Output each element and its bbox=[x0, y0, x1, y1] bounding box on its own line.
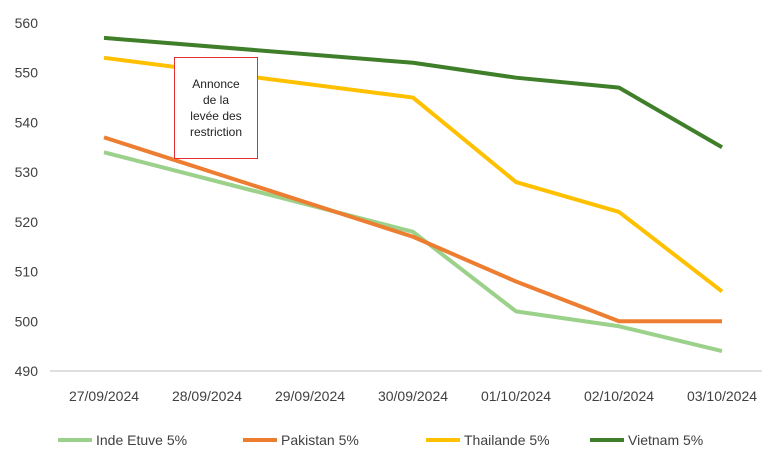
y-tick-label: 510 bbox=[15, 264, 39, 280]
series-line-pakistan-5 bbox=[103, 135, 722, 324]
legend-label: Inde Etuve 5% bbox=[96, 432, 187, 448]
x-tick-label: 03/10/2024 bbox=[687, 388, 757, 404]
x-tick-label: 27/09/2024 bbox=[69, 388, 139, 404]
annotation-box: Annonce de la levée des restriction bbox=[174, 57, 258, 159]
y-axis-ticks: 490 500 510 520 530 540 550 560 bbox=[15, 15, 39, 379]
x-tick-label: 28/09/2024 bbox=[172, 388, 242, 404]
y-tick-label: 490 bbox=[15, 363, 39, 379]
series-line-thailande-5 bbox=[103, 55, 724, 294]
annotation-text: Annonce de la levée des restriction bbox=[189, 77, 242, 139]
legend: Inde Etuve 5% Pakistan 5% Thailande 5% Viet… bbox=[58, 432, 703, 448]
series-lines bbox=[103, 35, 724, 354]
y-tick-label: 560 bbox=[15, 15, 39, 31]
legend-label: Vietnam 5% bbox=[628, 432, 703, 448]
x-tick-label: 01/10/2024 bbox=[481, 388, 551, 404]
x-tick-label: 29/09/2024 bbox=[275, 388, 345, 404]
legend-label: Thailande 5% bbox=[464, 432, 550, 448]
y-tick-label: 540 bbox=[15, 114, 39, 130]
y-tick-label: 520 bbox=[15, 214, 39, 230]
x-tick-label: 30/09/2024 bbox=[378, 388, 448, 404]
legend-label: Pakistan 5% bbox=[281, 432, 359, 448]
y-tick-label: 530 bbox=[15, 164, 39, 180]
x-axis-ticks: 27/09/2024 28/09/2024 29/09/2024 30/09/2024… bbox=[69, 388, 757, 404]
y-tick-label: 500 bbox=[15, 313, 39, 329]
series-line-vietnam-5 bbox=[103, 35, 724, 150]
y-tick-label: 550 bbox=[15, 65, 39, 81]
x-tick-label: 02/10/2024 bbox=[584, 388, 654, 404]
